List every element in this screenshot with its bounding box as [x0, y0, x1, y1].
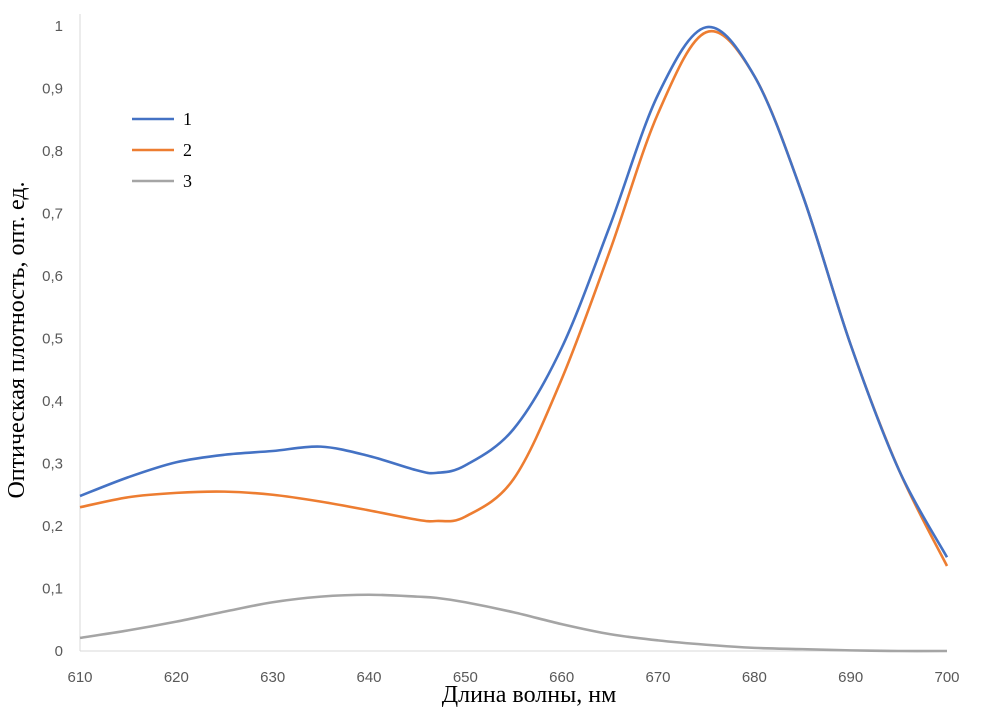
series-line-1 — [79, 25, 949, 558]
series-line-2 — [79, 29, 949, 567]
y-axis-title: Оптическая плотность, опт. ед. — [4, 181, 30, 498]
y-tick-label: 0,7 — [42, 206, 63, 223]
x-tick-label: 690 — [838, 669, 863, 686]
x-tick-label: 670 — [645, 669, 670, 686]
y-tick-label: 0,2 — [42, 518, 63, 535]
legend-label-3: 3 — [183, 171, 192, 191]
x-tick-label: 610 — [67, 669, 92, 686]
y-tick-label: 0,4 — [42, 393, 63, 410]
y-tick-label: 1 — [55, 18, 63, 35]
y-tick-label: 0,5 — [42, 331, 63, 348]
x-tick-label: 630 — [260, 669, 285, 686]
y-tick-label: 0,9 — [42, 81, 63, 98]
x-tick-label: 620 — [164, 669, 189, 686]
x-tick-label: 640 — [356, 669, 381, 686]
y-tick-label: 0,8 — [42, 143, 63, 160]
y-tick-label: 0,3 — [42, 456, 63, 473]
series-line-3 — [79, 593, 948, 653]
y-tick-label: 0,6 — [42, 268, 63, 285]
x-tick-labels: 610 620 630 640 650 660 670 680 690 700 — [67, 669, 959, 686]
x-tick-label: 650 — [453, 669, 478, 686]
y-tick-labels: 0 0,1 0,2 0,3 0,4 0,5 0,6 0,7 0,8 0,9 1 — [42, 18, 63, 660]
x-tick-label: 700 — [934, 669, 959, 686]
x-tick-label: 660 — [549, 669, 574, 686]
x-axis-title: Длина волны, нм — [442, 682, 617, 708]
x-tick-label: 680 — [742, 669, 767, 686]
axes — [79, 14, 947, 652]
legend-label-1: 1 — [183, 109, 192, 129]
y-tick-label: 0,1 — [42, 581, 63, 598]
legend: 1 2 3 — [132, 109, 192, 191]
y-tick-label: 0 — [55, 643, 63, 660]
legend-label-2: 2 — [183, 140, 192, 160]
series-lines — [79, 25, 949, 653]
